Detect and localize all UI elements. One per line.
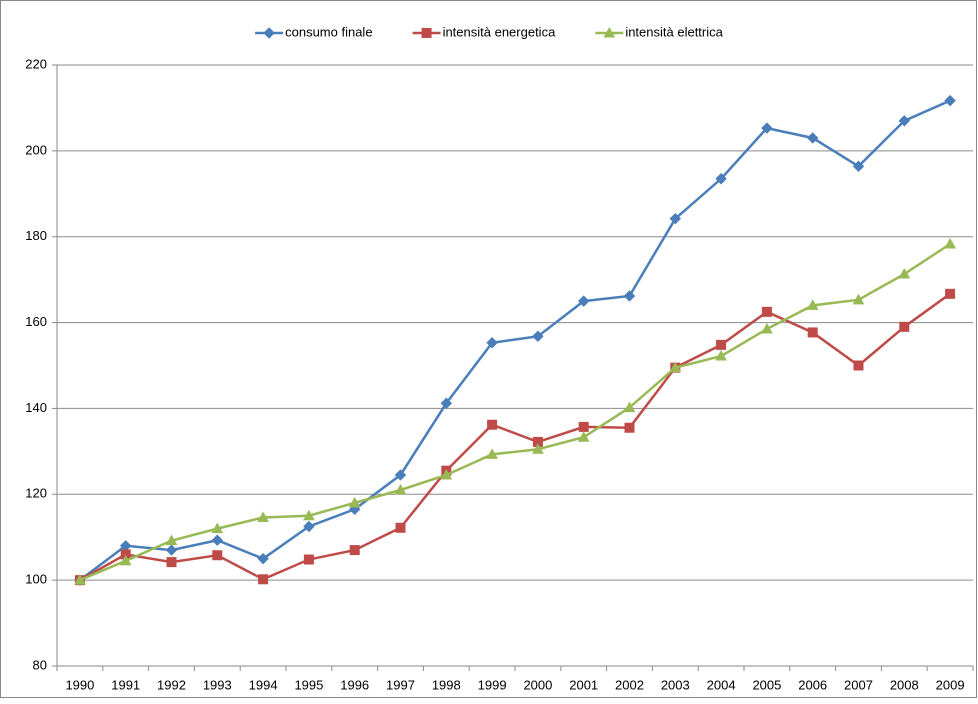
legend-label: intensità elettrica	[625, 24, 723, 39]
x-tick-label: 2005	[752, 677, 781, 692]
marker	[945, 288, 956, 299]
marker	[211, 522, 224, 534]
x-tick-label: 1991	[111, 677, 140, 692]
marker	[853, 360, 864, 371]
x-tick-label: 2009	[936, 677, 965, 692]
marker	[578, 421, 589, 432]
marker	[623, 290, 636, 302]
marker	[349, 545, 360, 556]
marker	[669, 212, 682, 225]
marker	[715, 173, 727, 185]
series-line	[79, 292, 951, 582]
marker	[852, 160, 865, 173]
marker	[669, 361, 682, 373]
marker	[440, 468, 453, 480]
x-tick-label: 2007	[844, 677, 873, 692]
y-tick-label: 140	[25, 400, 47, 415]
marker	[421, 28, 432, 38]
marker	[394, 469, 407, 481]
marker	[761, 322, 773, 334]
x-tick-label: 1992	[157, 677, 186, 692]
marker	[394, 483, 407, 495]
marker	[303, 554, 314, 565]
marker	[761, 306, 772, 317]
legend-label: consumo finale	[285, 24, 372, 39]
marker	[257, 552, 269, 565]
x-tick-label: 1999	[478, 677, 507, 692]
x-tick-label: 2001	[569, 677, 598, 692]
x-tick-label: 1996	[340, 677, 369, 692]
marker	[624, 422, 635, 433]
marker	[899, 321, 910, 332]
marker	[898, 268, 911, 279]
x-tick-label: 2000	[523, 677, 552, 692]
marker	[212, 550, 223, 561]
marker	[348, 496, 361, 508]
marker	[440, 397, 453, 409]
x-tick-label: 1997	[386, 677, 415, 692]
marker	[806, 299, 819, 310]
marker	[944, 237, 956, 249]
marker	[577, 295, 590, 307]
x-tick-label: 2003	[661, 677, 690, 692]
marker	[257, 511, 269, 522]
marker	[806, 132, 819, 144]
x-tick-label: 1995	[294, 677, 323, 692]
x-tick-label: 1990	[65, 677, 94, 692]
marker	[577, 431, 590, 442]
marker	[165, 544, 178, 556]
y-tick-label: 200	[25, 142, 47, 157]
y-tick-label: 100	[25, 572, 47, 587]
marker	[119, 554, 132, 566]
marker	[715, 350, 727, 361]
legend-label: intensità energetica	[443, 24, 557, 39]
series-line	[79, 242, 951, 582]
marker	[603, 26, 616, 38]
marker	[211, 534, 224, 546]
x-tick-label: 2008	[890, 677, 919, 692]
marker	[486, 337, 498, 349]
x-tick-label: 2002	[615, 677, 644, 692]
x-tick-label: 2006	[798, 677, 827, 692]
series-line	[79, 99, 951, 582]
marker	[807, 327, 818, 338]
marker	[486, 448, 498, 459]
marker	[716, 339, 727, 350]
marker	[263, 27, 275, 39]
marker	[898, 115, 911, 127]
x-tick-label: 1993	[203, 677, 232, 692]
x-tick-label: 1994	[249, 677, 278, 692]
y-tick-label: 120	[25, 486, 47, 501]
y-tick-label: 160	[25, 314, 47, 329]
marker	[395, 522, 406, 533]
marker	[761, 122, 773, 134]
y-tick-label: 180	[25, 228, 47, 243]
marker	[532, 443, 544, 454]
marker	[165, 534, 178, 546]
marker	[852, 293, 865, 305]
y-tick-label: 220	[25, 56, 47, 71]
marker	[166, 557, 177, 568]
x-tick-label: 1998	[432, 677, 461, 692]
marker	[623, 401, 636, 413]
y-tick-label: 80	[33, 657, 47, 672]
marker	[303, 509, 315, 521]
marker	[944, 94, 956, 107]
marker	[258, 574, 269, 585]
marker	[532, 330, 544, 343]
marker	[74, 574, 86, 585]
marker	[303, 520, 315, 533]
x-tick-label: 2004	[707, 677, 736, 692]
marker	[487, 419, 498, 430]
